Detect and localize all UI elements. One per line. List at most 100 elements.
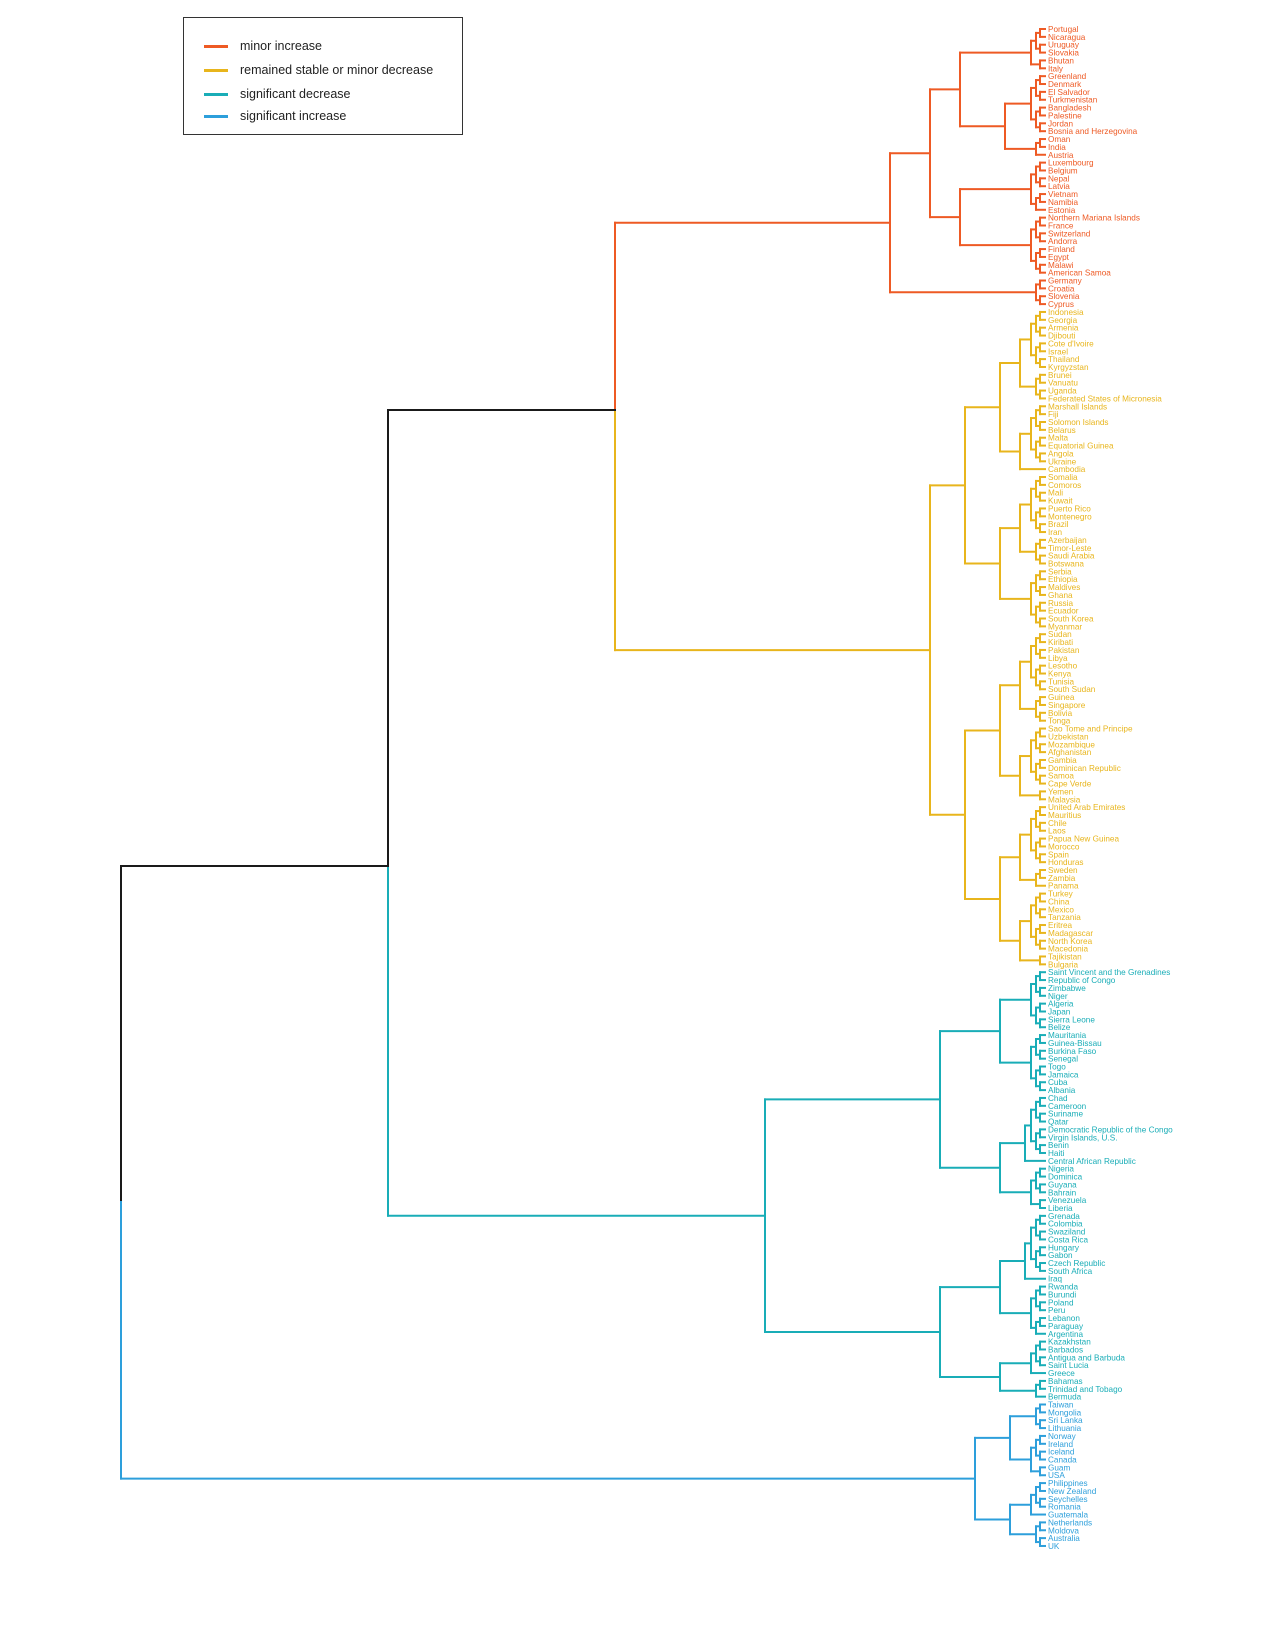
leaf-label: Croatia	[1048, 284, 1075, 293]
leaf-label: Jordan	[1048, 119, 1073, 128]
leaf-label: Senegal	[1048, 1055, 1078, 1064]
leaf-label: Ethiopia	[1048, 575, 1078, 584]
leaf-label: Bosnia and Herzegovina	[1048, 127, 1138, 136]
leaf-label: Panama	[1048, 882, 1079, 891]
leaf-label: Sweden	[1048, 866, 1078, 875]
leaf-label: Singapore	[1048, 701, 1086, 710]
leaf-label: Eritrea	[1048, 921, 1073, 930]
leaf-label: Germany	[1048, 277, 1083, 286]
leaf-label: Vietnam	[1048, 190, 1078, 199]
leaf-label: Bermuda	[1048, 1393, 1082, 1402]
leaf-label: Armenia	[1048, 324, 1079, 333]
leaf-label: Israel	[1048, 347, 1068, 356]
leaf-label: Sao Tome and Principe	[1048, 725, 1133, 734]
leaf-label: Gambia	[1048, 756, 1077, 765]
leaf-label: Macedonia	[1048, 945, 1089, 954]
leaf-label: Equatorial Guinea	[1048, 442, 1114, 451]
leaf-label: Bangladesh	[1048, 104, 1092, 113]
leaf-label: Virgin Islands, U.S.	[1048, 1133, 1117, 1142]
legend-swatch	[204, 68, 228, 72]
leaf-label: Myanmar	[1048, 622, 1082, 631]
legend-item: remained stable or minor decrease	[204, 59, 433, 81]
leaf-label: Guatemala	[1048, 1511, 1088, 1520]
leaf-label: Switzerland	[1048, 229, 1091, 238]
leaf-label: Central African Republic	[1048, 1157, 1136, 1166]
leaf-label: Estonia	[1048, 206, 1076, 215]
leaf-label: Andorra	[1048, 237, 1078, 246]
leaf-label: Guyana	[1048, 1180, 1077, 1189]
leaf-label: Zambia	[1048, 874, 1076, 883]
leaf-label: Bahrain	[1048, 1188, 1077, 1197]
leaf-label: Kazakhstan	[1048, 1338, 1091, 1347]
leaf-label: Malta	[1048, 434, 1068, 443]
leaf-label: Puerto Rico	[1048, 504, 1091, 513]
leaf-label: Uzbekistan	[1048, 732, 1089, 741]
leaf-label: Australia	[1048, 1534, 1080, 1543]
leaf-label: Madagascar	[1048, 929, 1093, 938]
leaf-label: Tajikistan	[1048, 952, 1082, 961]
leaf-label: Fiji	[1048, 410, 1059, 419]
dendrogram-branches	[120, 28, 1046, 1547]
leaf-label: Uganda	[1048, 387, 1077, 396]
leaf-label: Portugal	[1048, 25, 1079, 34]
leaf-label: Ghana	[1048, 591, 1073, 600]
leaf-label: Afghanistan	[1048, 748, 1092, 757]
leaf-label: Oman	[1048, 135, 1071, 144]
leaf-label: Italy	[1048, 64, 1064, 73]
leaf-label: Niger	[1048, 992, 1068, 1001]
leaf-label: Belarus	[1048, 426, 1076, 435]
legend-item: significant decrease	[204, 83, 350, 105]
leaf-label: Austria	[1048, 151, 1074, 160]
leaf-label: Tanzania	[1048, 913, 1081, 922]
leaf-label: Rwanda	[1048, 1283, 1078, 1292]
leaf-label: Sierra Leone	[1048, 1015, 1095, 1024]
leaf-label: Costa Rica	[1048, 1235, 1088, 1244]
leaf-label: Kuwait	[1048, 497, 1073, 506]
leaf-label: Kyrgyzstan	[1048, 363, 1089, 372]
leaf-label: Cameroon	[1048, 1102, 1087, 1111]
leaf-label: Timor-Leste	[1048, 544, 1092, 553]
leaf-label: Burkina Faso	[1048, 1047, 1097, 1056]
leaf-label: Guam	[1048, 1463, 1070, 1472]
leaf-label: Gabon	[1048, 1251, 1073, 1260]
leaf-label: USA	[1048, 1471, 1065, 1480]
leaf-label: Cyprus	[1048, 300, 1074, 309]
leaf-label: New Zealand	[1048, 1487, 1097, 1496]
legend-swatch	[204, 92, 228, 96]
leaf-label: Burundi	[1048, 1290, 1076, 1299]
leaf-label: Malaysia	[1048, 795, 1081, 804]
leaf-label: Norway	[1048, 1432, 1077, 1441]
leaf-label: Tonga	[1048, 717, 1071, 726]
leaf-label: Romania	[1048, 1503, 1081, 1512]
leaf-label: Montenegro	[1048, 512, 1092, 521]
leaf-label: Kiribati	[1048, 638, 1073, 647]
leaf-label: Nigeria	[1048, 1165, 1074, 1174]
leaf-label: Antigua and Barbuda	[1048, 1353, 1125, 1362]
leaf-label: Netherlands	[1048, 1518, 1092, 1527]
leaf-label: Cuba	[1048, 1078, 1068, 1087]
leaf-label: Turkmenistan	[1048, 96, 1098, 105]
leaf-label: Georgia	[1048, 316, 1078, 325]
leaf-label: Bolivia	[1048, 709, 1073, 718]
leaf-label: Brunei	[1048, 371, 1072, 380]
leaf-label: Pakistan	[1048, 646, 1080, 655]
leaf-label: Somalia	[1048, 473, 1078, 482]
leaf-label: Egypt	[1048, 253, 1070, 262]
leaf-label: Thailand	[1048, 355, 1080, 364]
leaf-label: Barbados	[1048, 1345, 1083, 1354]
leaf-label: Serbia	[1048, 567, 1072, 576]
leaf-label: Grenada	[1048, 1212, 1080, 1221]
leaf-label: Denmark	[1048, 80, 1082, 89]
leaf-label: Mali	[1048, 489, 1063, 498]
leaf-label: Honduras	[1048, 858, 1084, 867]
leaf-label: Haiti	[1048, 1149, 1065, 1158]
leaf-label: Cambodia	[1048, 465, 1086, 474]
leaf-label: Iceland	[1048, 1448, 1075, 1457]
leaf-label: Argentina	[1048, 1330, 1083, 1339]
leaf-label: El Salvador	[1048, 88, 1090, 97]
leaf-label: Ecuador	[1048, 607, 1079, 616]
leaf-label: Northern Mariana Islands	[1048, 214, 1140, 223]
leaf-label: Seychelles	[1048, 1495, 1088, 1504]
leaf-label: Bahamas	[1048, 1377, 1083, 1386]
